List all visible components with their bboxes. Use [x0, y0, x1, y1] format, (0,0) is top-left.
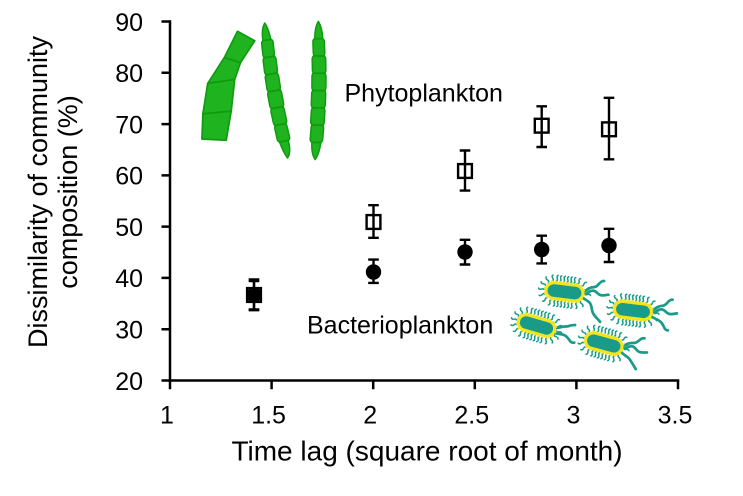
svg-text:20: 20 — [115, 368, 143, 396]
svg-text:Dissimilarity of communitycomp: Dissimilarity of communitycomposition (%… — [23, 35, 83, 348]
svg-text:Time lag (square root of month: Time lag (square root of month) — [231, 436, 622, 467]
svg-text:80: 80 — [115, 60, 143, 88]
svg-text:2: 2 — [363, 402, 377, 430]
svg-text:1: 1 — [160, 402, 174, 430]
svg-text:2.5: 2.5 — [454, 402, 489, 430]
svg-text:3.5: 3.5 — [658, 402, 693, 430]
svg-text:90: 90 — [115, 9, 143, 37]
svg-text:30: 30 — [115, 317, 143, 345]
svg-text:60: 60 — [115, 163, 143, 191]
svg-text:1.5: 1.5 — [251, 402, 286, 430]
svg-text:50: 50 — [115, 214, 143, 242]
svg-text:40: 40 — [115, 265, 143, 293]
svg-text:70: 70 — [115, 111, 143, 139]
svg-text:Bacterioplankton: Bacterioplankton — [307, 312, 493, 340]
svg-text:3: 3 — [566, 402, 580, 430]
svg-text:Phytoplankton: Phytoplankton — [345, 80, 503, 108]
